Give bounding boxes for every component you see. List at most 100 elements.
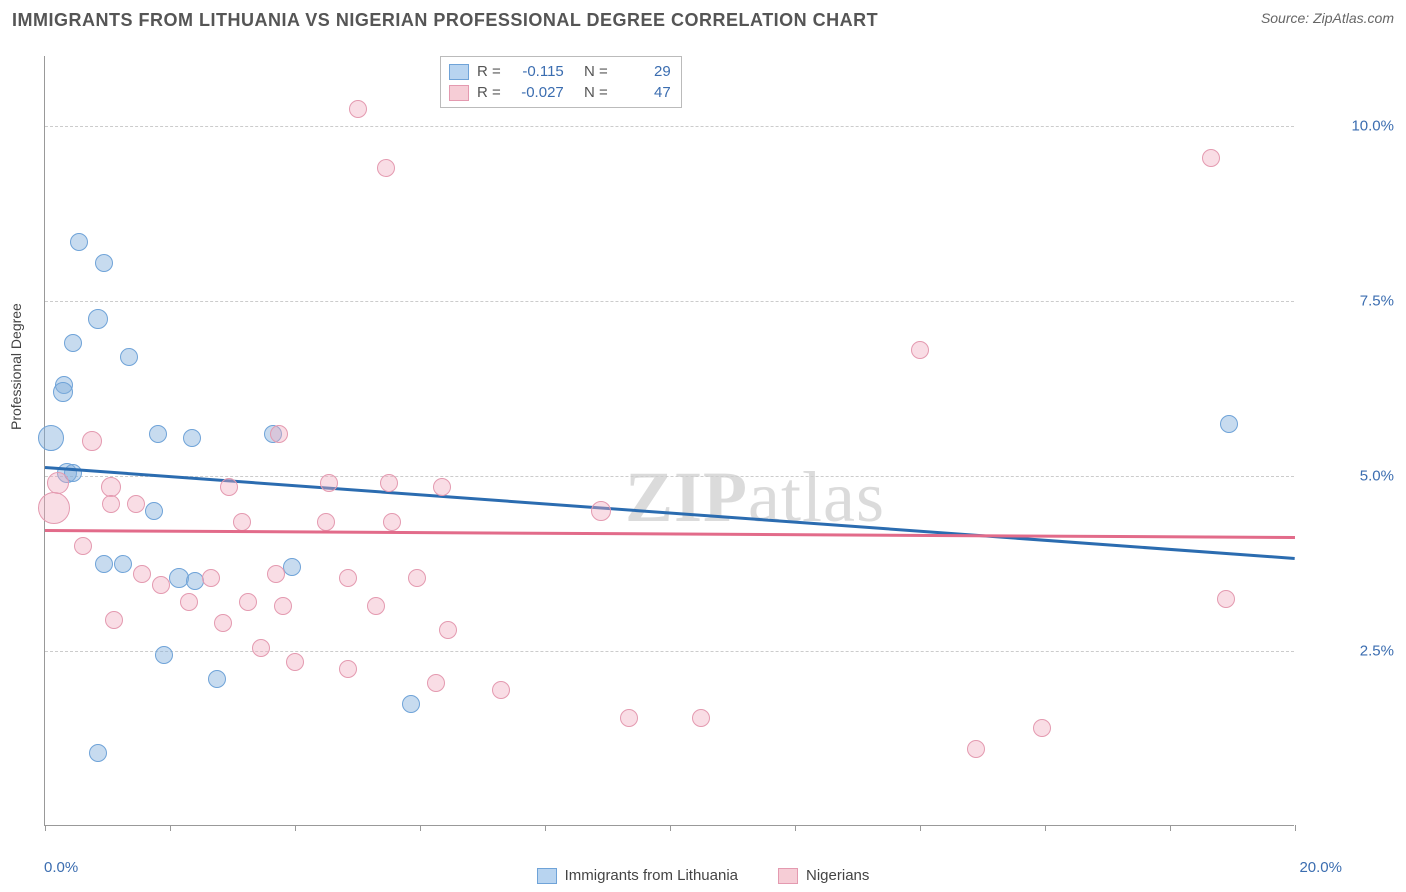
data-point — [70, 233, 88, 251]
source-attribution: Source: ZipAtlas.com — [1261, 10, 1394, 26]
stats-row-lithuania: R = -0.115 N = 29 — [449, 61, 671, 82]
y-axis-label: Professional Degree — [8, 303, 24, 430]
data-point — [408, 569, 426, 587]
legend-label-nigerians: Nigerians — [806, 867, 869, 884]
y-tick-label: 10.0% — [1304, 118, 1394, 135]
data-point — [286, 653, 304, 671]
y-tick-label: 5.0% — [1304, 468, 1394, 485]
data-point — [1033, 719, 1051, 737]
swatch-blue-icon — [449, 64, 469, 80]
data-point — [149, 425, 167, 443]
x-tick — [670, 825, 671, 831]
data-point — [339, 569, 357, 587]
data-point — [53, 382, 73, 402]
data-point — [1217, 590, 1235, 608]
data-point — [367, 597, 385, 615]
x-tick-label-max: 20.0% — [1299, 859, 1342, 876]
data-point — [202, 569, 220, 587]
data-point — [155, 646, 173, 664]
data-point — [427, 674, 445, 692]
data-point — [47, 472, 69, 494]
r-label: R = — [477, 63, 501, 80]
data-point — [349, 100, 367, 118]
data-point — [88, 309, 108, 329]
swatch-pink-icon — [778, 868, 798, 884]
x-tick — [545, 825, 546, 831]
gridline — [45, 301, 1294, 302]
data-point — [433, 478, 451, 496]
gridline — [45, 476, 1294, 477]
gridline — [45, 126, 1294, 127]
data-point — [439, 621, 457, 639]
data-point — [233, 513, 251, 531]
correlation-stats-box: R = -0.115 N = 29 R = -0.027 N = 47 — [440, 56, 682, 108]
source-name: ZipAtlas.com — [1313, 10, 1394, 26]
scatter-plot-area: ZIPatlas 2.5%5.0%7.5%10.0% — [44, 56, 1294, 826]
data-point — [383, 513, 401, 531]
data-point — [1202, 149, 1220, 167]
x-tick — [920, 825, 921, 831]
r-value-lithuania: -0.115 — [509, 63, 564, 80]
data-point — [274, 597, 292, 615]
data-point — [127, 495, 145, 513]
data-point — [38, 425, 64, 451]
trend-line — [45, 529, 1295, 539]
data-point — [64, 334, 82, 352]
source-prefix: Source: — [1261, 10, 1313, 26]
data-point — [74, 537, 92, 555]
x-tick-label-min: 0.0% — [44, 859, 78, 876]
series-legend: Immigrants from Lithuania Nigerians — [0, 867, 1406, 884]
data-point — [252, 639, 270, 657]
data-point — [114, 555, 132, 573]
data-point — [620, 709, 638, 727]
x-tick — [795, 825, 796, 831]
data-point — [339, 660, 357, 678]
x-tick — [420, 825, 421, 831]
data-point — [183, 429, 201, 447]
data-point — [89, 744, 107, 762]
legend-item-nigerians: Nigerians — [778, 867, 869, 884]
data-point — [283, 558, 301, 576]
data-point — [38, 492, 70, 524]
data-point — [380, 474, 398, 492]
n-label: N = — [584, 63, 608, 80]
data-point — [377, 159, 395, 177]
legend-item-lithuania: Immigrants from Lithuania — [537, 867, 738, 884]
data-point — [95, 254, 113, 272]
data-point — [320, 474, 338, 492]
data-point — [101, 477, 121, 497]
data-point — [967, 740, 985, 758]
x-tick — [170, 825, 171, 831]
title-bar: IMMIGRANTS FROM LITHUANIA VS NIGERIAN PR… — [12, 10, 1394, 31]
data-point — [591, 501, 611, 521]
gridline — [45, 651, 1294, 652]
y-tick-label: 7.5% — [1304, 293, 1394, 310]
data-point — [317, 513, 335, 531]
data-point — [208, 670, 226, 688]
data-point — [102, 495, 120, 513]
y-tick-label: 2.5% — [1304, 643, 1394, 660]
data-point — [133, 565, 151, 583]
data-point — [82, 431, 102, 451]
x-tick — [1295, 825, 1296, 831]
data-point — [145, 502, 163, 520]
data-point — [214, 614, 232, 632]
data-point — [267, 565, 285, 583]
data-point — [180, 593, 198, 611]
data-point — [120, 348, 138, 366]
data-point — [402, 695, 420, 713]
data-point — [105, 611, 123, 629]
legend-label-lithuania: Immigrants from Lithuania — [565, 867, 738, 884]
swatch-blue-icon — [537, 868, 557, 884]
chart-title: IMMIGRANTS FROM LITHUANIA VS NIGERIAN PR… — [12, 10, 878, 31]
r-value-nigerians: -0.027 — [509, 84, 564, 101]
x-tick — [45, 825, 46, 831]
data-point — [239, 593, 257, 611]
n-value-nigerians: 47 — [616, 84, 671, 101]
n-label: N = — [584, 84, 608, 101]
data-point — [270, 425, 288, 443]
swatch-pink-icon — [449, 85, 469, 101]
x-tick — [1045, 825, 1046, 831]
data-point — [152, 576, 170, 594]
data-point — [95, 555, 113, 573]
